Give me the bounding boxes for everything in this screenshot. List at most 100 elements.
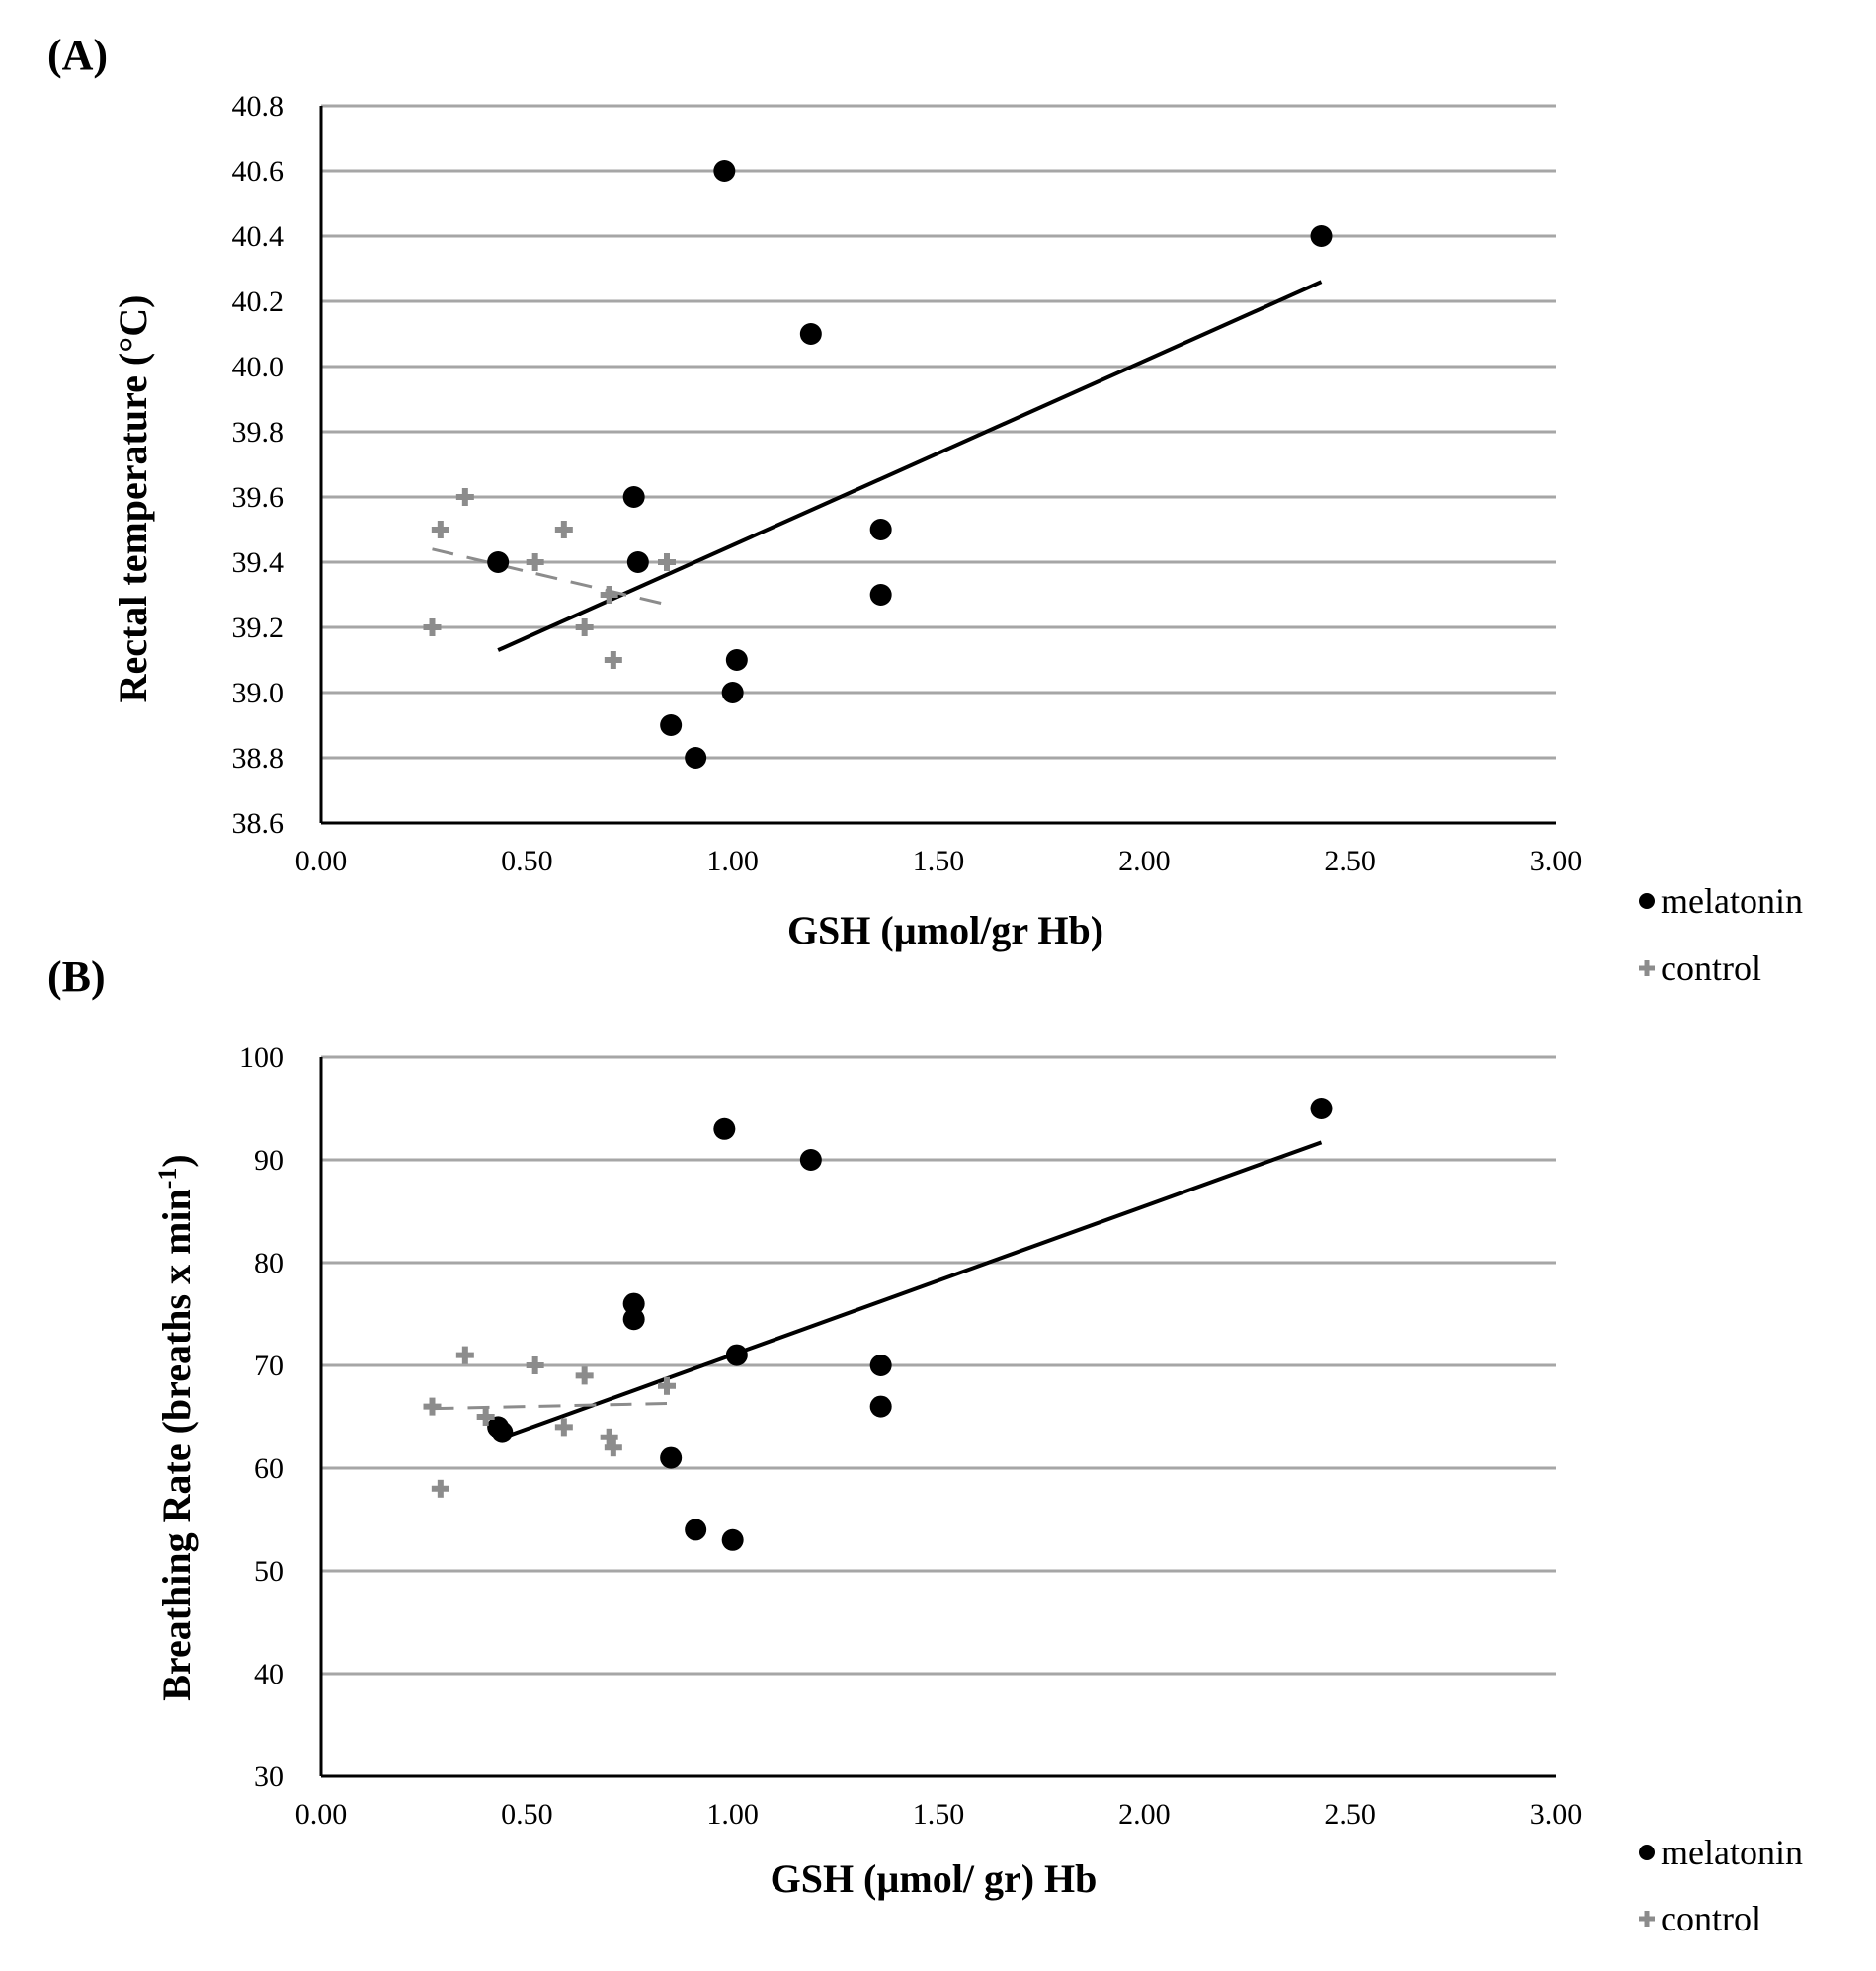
panel-b-point-control: [455, 1346, 474, 1364]
panel-b-y-tick-label: 100: [239, 1041, 284, 1074]
panel-b-point-melatonin: [622, 1308, 645, 1331]
panel-b-x-tick-label: 3.00: [1530, 1798, 1583, 1831]
panel-a-points: [423, 160, 1333, 769]
panel-a-point-control: [423, 618, 442, 636]
panel-a-x-tick-label: 3.00: [1530, 845, 1583, 877]
panel-a-y-tick-label: 38.6: [232, 807, 285, 840]
panel-a-point-melatonin: [660, 714, 683, 736]
panel-a-point-melatonin: [713, 160, 736, 182]
panel-a-y-tick-label: 39.6: [232, 481, 285, 514]
panel-a-axes: [319, 106, 1556, 825]
panel-b-x-tick-label: 2.00: [1118, 1798, 1171, 1831]
panel-b-y-tick-label: 60: [254, 1452, 284, 1485]
panel-b-y-axis-title-superscript: -1: [153, 1168, 182, 1190]
panel-a-trendlines: [432, 280, 1323, 652]
panel-b-point-melatonin: [799, 1149, 822, 1171]
panel-b: (B) 30 40 50 60 70 80 90 100 0.00 0.50 1.00 1.50 2.…: [47, 952, 1803, 1938]
panel-b-point-melatonin: [721, 1528, 744, 1551]
panel-a-point-melatonin: [487, 551, 510, 573]
panel-a-y-axis-title: Rectal temperature (°C): [111, 295, 155, 703]
panel-a-point-melatonin: [626, 551, 649, 573]
panel-b-y-axis-title-end: ): [154, 1154, 199, 1167]
panel-b-x-tick-label: 0.00: [295, 1798, 348, 1831]
panel-b-y-tick-label: 40: [254, 1658, 284, 1690]
panel-b-y-axis-title: Breathing Rate (breaths x min-1): [153, 1154, 199, 1701]
panel-b-label: (B): [47, 952, 106, 1001]
panel-a-y-tick-label: 40.4: [232, 220, 285, 253]
panel-a-point-control: [575, 618, 594, 636]
panel-a-y-tick-label: 39.8: [232, 416, 285, 449]
panel-b-legend-control: control: [1661, 1899, 1761, 1938]
panel-a-point-control: [600, 586, 618, 604]
panel-a-y-tick-label: 40.8: [232, 90, 285, 123]
panel-a-point-melatonin: [869, 519, 892, 540]
panel-b-point-control: [423, 1397, 442, 1416]
panel-a-x-tick-label: 0.50: [501, 845, 553, 877]
panel-b-point-melatonin: [622, 1292, 645, 1315]
panel-b-point-control: [658, 1376, 676, 1395]
panel-b-legend-control-marker: [1639, 1911, 1655, 1927]
panel-b-x-axis-title: GSH (µmol/ gr) Hb: [771, 1856, 1098, 1901]
panel-a-legend-control: control: [1661, 948, 1761, 988]
panel-b-y-tick-label: 50: [254, 1555, 284, 1588]
panel-b-y-ticks: 30 40 50 60 70 80 90 100: [239, 1041, 284, 1793]
panel-b-y-tick-label: 80: [254, 1247, 284, 1279]
panel-a-point-melatonin: [721, 682, 744, 703]
panel-a-label: (A): [47, 31, 108, 79]
panel-a-point-control: [526, 553, 544, 571]
panel-a-point-melatonin: [799, 323, 822, 345]
panel-a-point-melatonin: [869, 584, 892, 606]
panel-b-point-control: [600, 1428, 618, 1446]
panel-a-gridlines: [321, 104, 1556, 760]
panel-b-legend-melatonin-marker: [1639, 1845, 1655, 1860]
panel-b-axes: [319, 1057, 1556, 1778]
panel-a-x-tick-label: 1.50: [913, 845, 965, 877]
panel-a-y-tick-label: 40.6: [232, 155, 285, 188]
panel-a-point-control: [604, 651, 622, 669]
panel-b-point-melatonin: [869, 1395, 892, 1418]
panel-a-point-control: [431, 521, 449, 538]
panel-a-x-tick-label: 2.50: [1324, 845, 1376, 877]
panel-a-legend: melatonin control: [1639, 881, 1803, 988]
panel-a-trendline-melatonin: [497, 280, 1323, 652]
panel-a-legend-control-marker: [1639, 960, 1655, 976]
panel-b-trendline-control: [432, 1401, 668, 1411]
panel-b-point-melatonin: [685, 1519, 707, 1541]
panel-b-point-control: [476, 1408, 495, 1426]
panel-a-y-tick-label: 40.0: [232, 351, 285, 383]
panel-a-y-tick-label: 39.0: [232, 677, 285, 709]
panel-a-y-ticks: 38.6 38.8 39.0 39.2 39.4 39.6 39.8 40.0 40.2 40.4…: [232, 90, 285, 840]
panel-b-y-tick-label: 30: [254, 1761, 284, 1793]
panel-a-point-melatonin: [725, 649, 748, 671]
panel-a-legend-melatonin: melatonin: [1661, 881, 1803, 921]
panel-b-point-control: [575, 1366, 594, 1385]
panel-a-y-tick-label: 38.8: [232, 742, 285, 775]
panel-b-point-melatonin: [1310, 1098, 1333, 1119]
panel-a-y-tick-label: 40.2: [232, 286, 285, 318]
panel-b-x-tick-label: 2.50: [1324, 1798, 1376, 1831]
panel-b-point-melatonin: [660, 1446, 683, 1469]
panel-a-x-tick-label: 2.00: [1118, 845, 1171, 877]
panel-b-point-control: [526, 1356, 544, 1374]
panel-a: (A) 38.6 38.8 39.0 39.2 39.4 39.6 39.8 40.0 40.2…: [47, 31, 1803, 988]
panel-b-point-melatonin: [491, 1421, 514, 1443]
panel-a-trendline-control: [432, 547, 668, 607]
panel-a-point-melatonin: [622, 486, 645, 508]
panel-b-point-melatonin: [869, 1355, 892, 1376]
panel-b-y-tick-label: 90: [254, 1144, 284, 1177]
panel-b-x-tick-label: 1.00: [706, 1798, 759, 1831]
panel-a-point-control: [455, 488, 474, 506]
panel-a-x-tick-label: 1.00: [706, 845, 759, 877]
panel-b-point-control: [604, 1438, 622, 1457]
panel-b-points: [423, 1098, 1333, 1551]
panel-a-y-tick-label: 39.2: [232, 612, 285, 644]
panel-a-point-melatonin: [685, 747, 707, 769]
panel-a-x-axis-title: GSH (µmol/gr Hb): [787, 908, 1103, 952]
panel-a-y-tick-label: 39.4: [232, 546, 285, 579]
panel-b-legend: melatonin control: [1639, 1833, 1803, 1938]
panel-b-y-axis-title-main: Breathing Rate (breaths x min: [154, 1189, 199, 1701]
panel-a-legend-melatonin-marker: [1639, 893, 1655, 909]
panel-a-point-control: [658, 553, 676, 571]
panel-b-point-control: [554, 1418, 573, 1437]
